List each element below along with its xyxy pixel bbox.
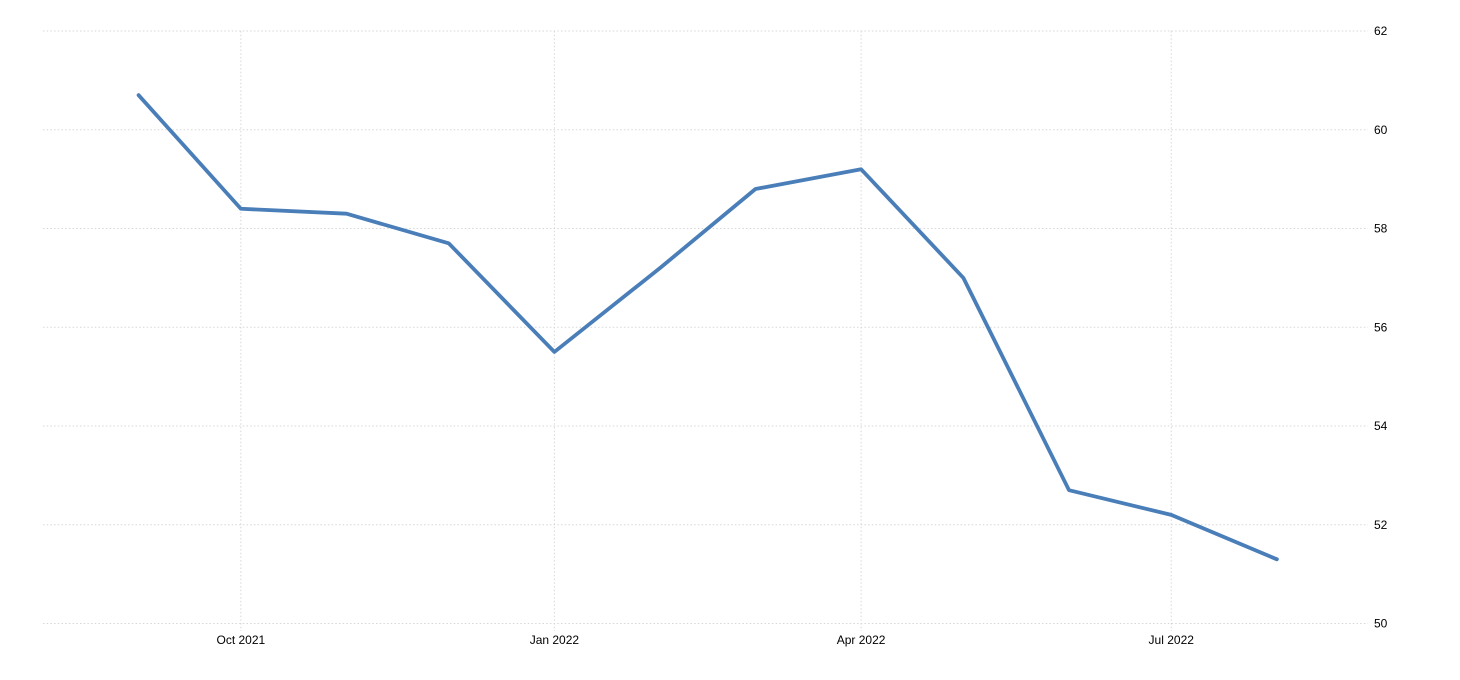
x-tick-label: Oct 2021 xyxy=(216,633,265,647)
series-line xyxy=(136,93,1279,562)
y-tick-label: 52 xyxy=(1374,518,1388,532)
x-tick-label: Jan 2022 xyxy=(530,633,580,647)
y-tick-label: 50 xyxy=(1374,617,1388,631)
y-tick-label: 56 xyxy=(1374,320,1388,334)
y-tick-label: 60 xyxy=(1374,123,1388,137)
y-tick-label: 54 xyxy=(1374,419,1388,433)
y-tick-label: 62 xyxy=(1374,24,1388,38)
x-tick-label: Apr 2022 xyxy=(837,633,886,647)
x-tick-label: Jul 2022 xyxy=(1149,633,1195,647)
y-tick-label: 58 xyxy=(1374,222,1388,236)
